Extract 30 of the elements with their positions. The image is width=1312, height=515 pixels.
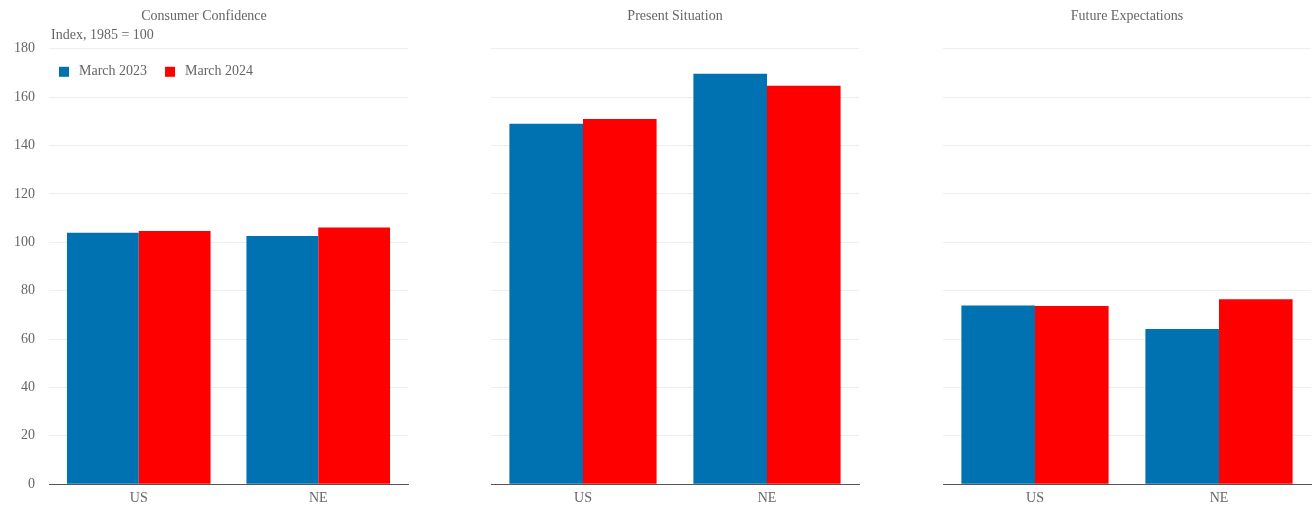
bar: [693, 73, 767, 484]
legend-label: March 2023: [79, 63, 148, 79]
bar: [509, 123, 583, 484]
y-tick-label: 40: [21, 379, 35, 395]
y-tick-label: 120: [14, 185, 35, 201]
x-tick-label: NE: [757, 490, 777, 506]
chart-title: Consumer Confidence: [141, 8, 267, 24]
y-tick-label: 180: [14, 40, 35, 56]
y-axis-title: Index, 1985 = 100: [51, 26, 154, 42]
y-tick-label: 140: [14, 137, 35, 153]
y-tick-label: 20: [21, 427, 35, 443]
chart-title: Future Expectations: [1070, 8, 1184, 24]
y-tick-label: 80: [21, 282, 35, 298]
x-tick-label: US: [574, 490, 592, 506]
y-tick-label: 160: [14, 88, 35, 104]
y-tick-label: 60: [21, 330, 35, 346]
bar: [767, 85, 841, 484]
y-tick-label: 100: [14, 233, 35, 249]
bar: [583, 118, 657, 484]
bar: [961, 305, 1035, 484]
bar: [1145, 328, 1219, 484]
x-tick-label: US: [1026, 490, 1044, 506]
bar: [1219, 299, 1293, 484]
x-tick-label: NE: [308, 490, 328, 506]
legend-label: March 2024: [185, 63, 254, 79]
y-tick-label: 0: [28, 475, 35, 491]
x-tick-label: US: [129, 490, 148, 506]
chart-title: Present Situation: [627, 8, 723, 24]
x-tick-label: NE: [1209, 490, 1229, 506]
bar: [1035, 305, 1109, 484]
